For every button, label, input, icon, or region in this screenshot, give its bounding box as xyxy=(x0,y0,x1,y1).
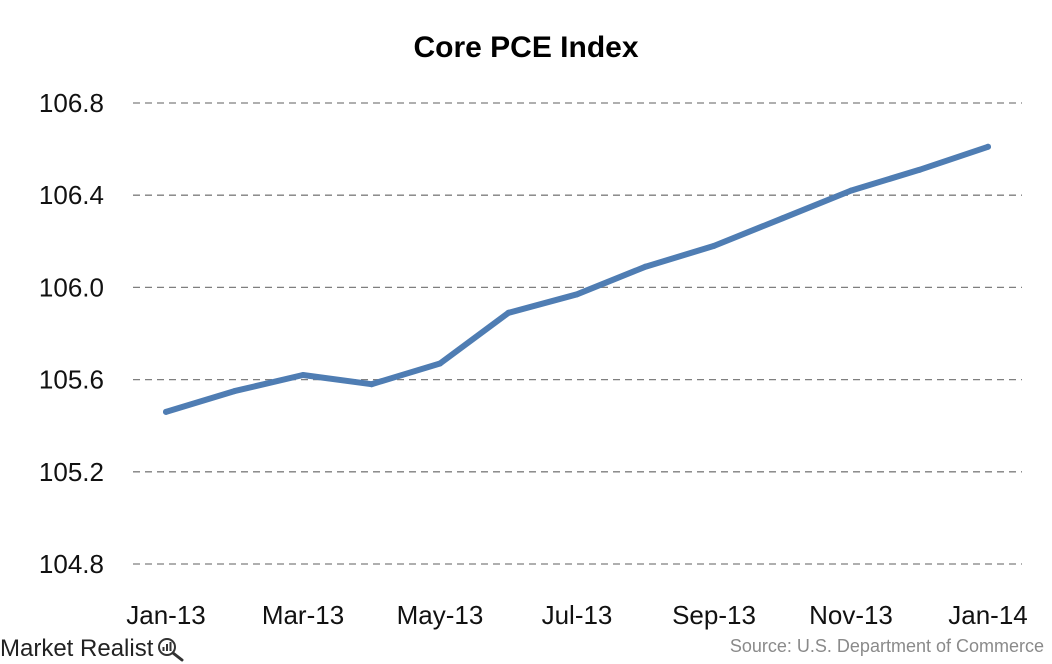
data-point xyxy=(163,408,169,415)
brand-name: Market Realist xyxy=(0,635,154,662)
x-tick-label: May-13 xyxy=(397,600,484,630)
x-tick-label: Jan-14 xyxy=(948,600,1028,630)
x-tick-label: Sep-13 xyxy=(672,600,756,630)
y-tick-label: 106.4 xyxy=(39,180,104,210)
data-point xyxy=(368,381,375,388)
data-point xyxy=(300,371,306,378)
data-point xyxy=(231,388,238,395)
data-point xyxy=(779,215,786,222)
y-tick-label: 104.8 xyxy=(39,549,104,579)
brand-logo: Market Realist xyxy=(0,634,185,664)
chart-title: Core PCE Index xyxy=(413,31,638,64)
x-tick-label: Jan-13 xyxy=(126,600,206,630)
magnifier-chart-icon xyxy=(158,638,184,662)
source-note: Source: U.S. Department of Commerce xyxy=(729,636,1044,656)
x-tick-label: Nov-13 xyxy=(809,600,893,630)
y-tick-label: 105.6 xyxy=(39,365,104,395)
x-tick-label: Mar-13 xyxy=(262,600,344,630)
data-point xyxy=(505,309,512,316)
y-axis-tick-labels: 106.8 106.4 106.0 105.6 105.2 104.8 xyxy=(39,88,104,579)
data-point xyxy=(437,360,443,367)
y-tick-label: 105.2 xyxy=(39,457,104,487)
data-point xyxy=(985,143,991,150)
data-point xyxy=(574,291,580,298)
y-tick-label: 106.8 xyxy=(39,88,104,118)
data-point xyxy=(848,187,854,194)
series-layer xyxy=(163,143,991,415)
data-point xyxy=(711,242,717,249)
gridlines xyxy=(133,102,1022,565)
x-axis-tick-labels: Jan-13 Mar-13 May-13 Jul-13 Sep-13 Nov-13 Jan-… xyxy=(126,600,1028,630)
data-point xyxy=(916,166,923,173)
x-tick-label: Jul-13 xyxy=(542,600,613,630)
data-point xyxy=(642,263,649,270)
series-line xyxy=(163,143,991,415)
y-tick-label: 106.0 xyxy=(39,272,104,302)
